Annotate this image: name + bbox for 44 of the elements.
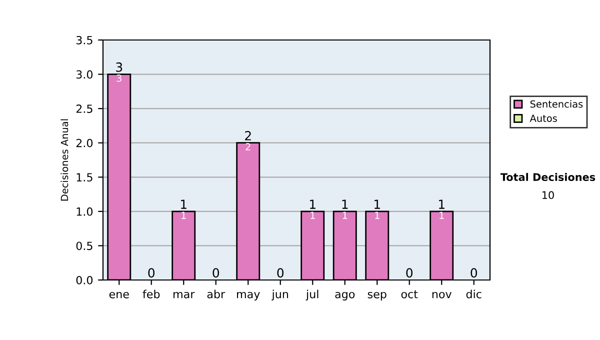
x-tick-label: ago (335, 292, 355, 300)
text: 10 (542, 191, 554, 200)
total-label: 2 (245, 130, 251, 140)
x-tick-label: abr (207, 290, 226, 298)
data-label: 1 (182, 212, 186, 219)
x-tick-label: feb (142, 290, 160, 298)
x-tick-label: sep (368, 292, 386, 300)
y-tick-label: 1.0 (76, 207, 93, 216)
total-label: 1 (342, 200, 348, 209)
y-tick-label: 2.5 (76, 104, 92, 113)
x-tick-label: may (237, 292, 260, 300)
total-label: 1 (374, 200, 380, 209)
data-label: 3 (116, 74, 122, 82)
total-label: 0 (470, 268, 478, 278)
y-tick-label: 2.0 (76, 138, 93, 148)
data-label: 1 (375, 212, 380, 219)
data-label: 2 (246, 143, 250, 150)
total-label: 1 (310, 200, 316, 209)
total-label: 0 (212, 268, 220, 278)
y-tick-label: 1.5 (76, 173, 92, 182)
text: Total Decisiones (500, 172, 596, 182)
x-tick-label: jun (272, 290, 288, 300)
x-tick-label: oct (401, 290, 418, 298)
x-tick-label: ene (109, 292, 129, 298)
data-label: 1 (310, 212, 315, 219)
x-tick-label: nov (432, 292, 452, 298)
y-tick-label: 3.5 (76, 36, 92, 44)
y-tick-label: 0.5 (76, 242, 92, 250)
x-tick-label: jul (306, 290, 318, 300)
total-label: 3 (116, 62, 122, 72)
legend-label: Autos (530, 114, 557, 122)
legend-label: Sentencias (530, 100, 583, 108)
y-tick-label: 3.0 (76, 70, 93, 79)
total-label: 0 (406, 268, 413, 278)
total-label: 0 (148, 268, 155, 278)
x-tick-label: dic (466, 290, 482, 298)
total-label: 1 (439, 200, 444, 209)
total-label: 0 (277, 268, 284, 278)
x-tick-label: mar (174, 292, 195, 298)
data-label: 1 (342, 212, 348, 219)
y-tick-label: 0.0 (76, 276, 93, 284)
data-label: 1 (440, 212, 444, 219)
total-label: 1 (181, 200, 186, 209)
y-axis-title: Decisiones Anual (60, 119, 68, 201)
